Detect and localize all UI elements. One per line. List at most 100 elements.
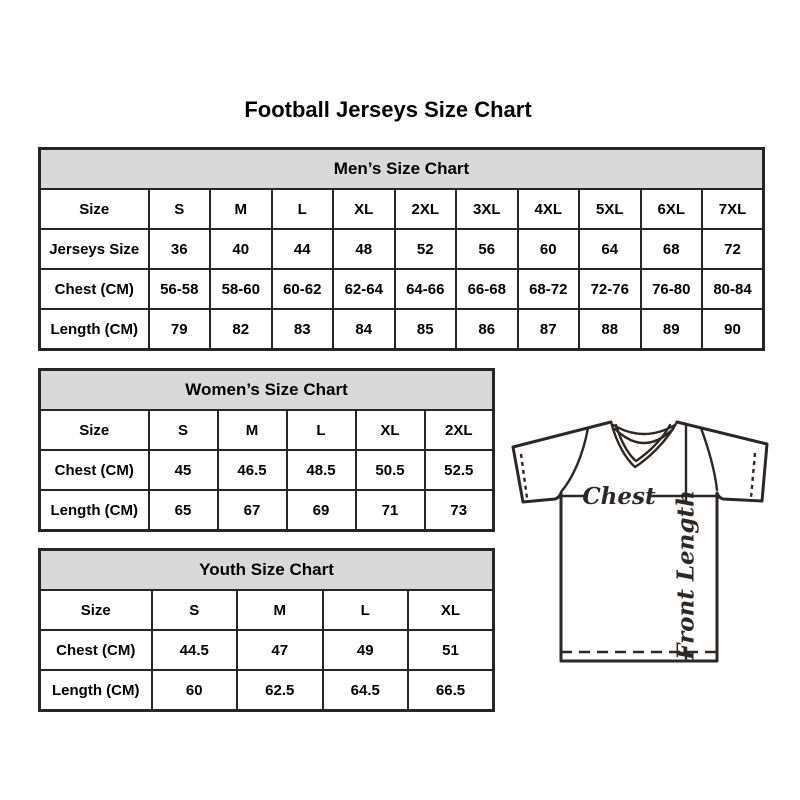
- men-cell-r0c6: 3XL: [455, 188, 519, 230]
- men-row-0: Size S M L XL 2XL 3XL 4XL 5XL 6XL 7XL: [38, 188, 765, 230]
- women-cell-r0c4: XL: [354, 409, 426, 451]
- youth-row-2: Length (CM) 60 62.5 64.5 66.5: [38, 669, 495, 712]
- collar-v-outer: [609, 420, 679, 469]
- men-cell-r1c4: 48: [332, 228, 396, 270]
- right-cuff-stitch-line: [749, 452, 757, 499]
- women-header-row: Women’s Size Chart: [38, 368, 495, 411]
- men-cell-r0c3: L: [270, 188, 334, 230]
- youth-cell-r0c4: XL: [407, 589, 495, 631]
- women-cell-r1c2: 46.5: [216, 449, 288, 491]
- men-cell-r1c10: 72: [701, 228, 765, 270]
- men-cell-r2c6: 66-68: [455, 268, 519, 310]
- youth-cell-r1c1: 44.5: [150, 629, 238, 671]
- collar-v-inner: [614, 423, 672, 463]
- women-row-2: Length (CM) 65 67 69 71 73: [38, 489, 495, 532]
- men-cell-r0c9: 6XL: [639, 188, 703, 230]
- youth-cell-r1c3: 49: [321, 629, 409, 671]
- women-cell-r1c3: 48.5: [285, 449, 357, 491]
- men-cell-r3c5: 85: [393, 308, 457, 351]
- men-cell-r3c3: 83: [270, 308, 334, 351]
- youth-cell-r0c3: L: [321, 589, 409, 631]
- men-cell-r1c2: 40: [209, 228, 273, 270]
- men-cell-r1c3: 44: [270, 228, 334, 270]
- women-table-title: Women’s Size Chart: [38, 368, 495, 411]
- women-cell-r1c1: 45: [147, 449, 219, 491]
- women-cell-r2c5: 73: [423, 489, 495, 532]
- youth-row-label-0: Size: [38, 589, 153, 631]
- men-cell-r3c2: 82: [209, 308, 273, 351]
- men-cell-r2c3: 60-62: [270, 268, 334, 310]
- youth-cell-r1c2: 47: [236, 629, 324, 671]
- womens-size-chart-table: Women’s Size Chart Size S M L XL 2XL Chest (CM)…: [38, 368, 495, 532]
- chest-measure-label: Chest: [582, 483, 656, 510]
- men-cell-r2c9: 76-80: [639, 268, 703, 310]
- men-cell-r3c8: 88: [578, 308, 642, 351]
- women-cell-r1c5: 52.5: [423, 449, 495, 491]
- men-row-1: Jerseys Size 36 40 44 48 52 56 60 64 68 72: [38, 228, 765, 270]
- men-cell-r1c8: 64: [578, 228, 642, 270]
- men-row-label-1: Jerseys Size: [38, 228, 150, 270]
- youth-cell-r0c1: S: [150, 589, 238, 631]
- jersey-measurement-diagram: Chest Front Length: [511, 420, 769, 663]
- men-cell-r1c6: 56: [455, 228, 519, 270]
- women-cell-r2c3: 69: [285, 489, 357, 532]
- men-cell-r0c2: M: [209, 188, 273, 230]
- youth-table-title: Youth Size Chart: [38, 548, 495, 591]
- men-cell-r0c10: 7XL: [701, 188, 765, 230]
- men-cell-r2c8: 72-76: [578, 268, 642, 310]
- page-title: Football Jerseys Size Chart: [244, 97, 532, 122]
- men-cell-r2c1: 56-58: [147, 268, 211, 310]
- women-cell-r1c4: 50.5: [354, 449, 426, 491]
- women-row-1: Chest (CM) 45 46.5 48.5 50.5 52.5: [38, 449, 495, 491]
- men-row-label-2: Chest (CM): [38, 268, 150, 310]
- youth-cell-r1c4: 51: [407, 629, 495, 671]
- men-cell-r0c5: 2XL: [393, 188, 457, 230]
- youth-cell-r0c2: M: [236, 589, 324, 631]
- men-cell-r1c1: 36: [147, 228, 211, 270]
- men-cell-r2c4: 62-64: [332, 268, 396, 310]
- youth-row-0: Size S M L XL: [38, 589, 495, 631]
- men-cell-r3c10: 90: [701, 308, 765, 351]
- youth-cell-r2c1: 60: [150, 669, 238, 712]
- youth-row-1: Chest (CM) 44.5 47 49 51: [38, 629, 495, 671]
- women-cell-r2c1: 65: [147, 489, 219, 532]
- men-header-row: Men’s Size Chart: [38, 147, 765, 190]
- women-cell-r0c2: M: [216, 409, 288, 451]
- youth-cell-r2c2: 62.5: [236, 669, 324, 712]
- jersey-outline: [511, 420, 769, 663]
- left-armhole-seam: [559, 426, 590, 494]
- men-cell-r2c5: 64-66: [393, 268, 457, 310]
- men-cell-r3c9: 89: [639, 308, 703, 351]
- collar-back-arc-2: [613, 427, 675, 445]
- men-cell-r2c7: 68-72: [516, 268, 580, 310]
- front-length-measure-label: Front Length: [673, 490, 700, 661]
- men-cell-r0c8: 5XL: [578, 188, 642, 230]
- women-cell-r0c1: S: [147, 409, 219, 451]
- mens-size-chart-table: Men’s Size Chart Size S M L XL 2XL 3XL 4XL 5XL 6XL…: [38, 147, 765, 351]
- men-cell-r0c4: XL: [332, 188, 396, 230]
- men-row-3: Length (CM) 79 82 83 84 85 86 87 88 89 90: [38, 308, 765, 351]
- men-cell-r3c1: 79: [147, 308, 211, 351]
- youth-row-label-2: Length (CM): [38, 669, 153, 712]
- men-cell-r0c7: 4XL: [516, 188, 580, 230]
- men-cell-r1c9: 68: [639, 228, 703, 270]
- women-row-0: Size S M L XL 2XL: [38, 409, 495, 451]
- youth-row-label-1: Chest (CM): [38, 629, 153, 671]
- women-row-label-2: Length (CM): [38, 489, 150, 532]
- youth-size-chart-table: Youth Size Chart Size S M L XL Chest (CM) 44.5 4…: [38, 548, 495, 712]
- youth-header-row: Youth Size Chart: [38, 548, 495, 591]
- men-cell-r0c1: S: [147, 188, 211, 230]
- men-table-title: Men’s Size Chart: [38, 147, 765, 190]
- men-cell-r1c5: 52: [393, 228, 457, 270]
- right-armhole-seam: [699, 426, 719, 492]
- women-cell-r0c5: 2XL: [423, 409, 495, 451]
- men-cell-r2c10: 80-84: [701, 268, 765, 310]
- men-row-2: Chest (CM) 56-58 58-60 60-62 62-64 64-66 66-68…: [38, 268, 765, 310]
- women-row-label-1: Chest (CM): [38, 449, 150, 491]
- women-cell-r0c3: L: [285, 409, 357, 451]
- youth-cell-r2c4: 66.5: [407, 669, 495, 712]
- men-cell-r3c6: 86: [455, 308, 519, 351]
- women-row-label-0: Size: [38, 409, 150, 451]
- men-cell-r3c4: 84: [332, 308, 396, 351]
